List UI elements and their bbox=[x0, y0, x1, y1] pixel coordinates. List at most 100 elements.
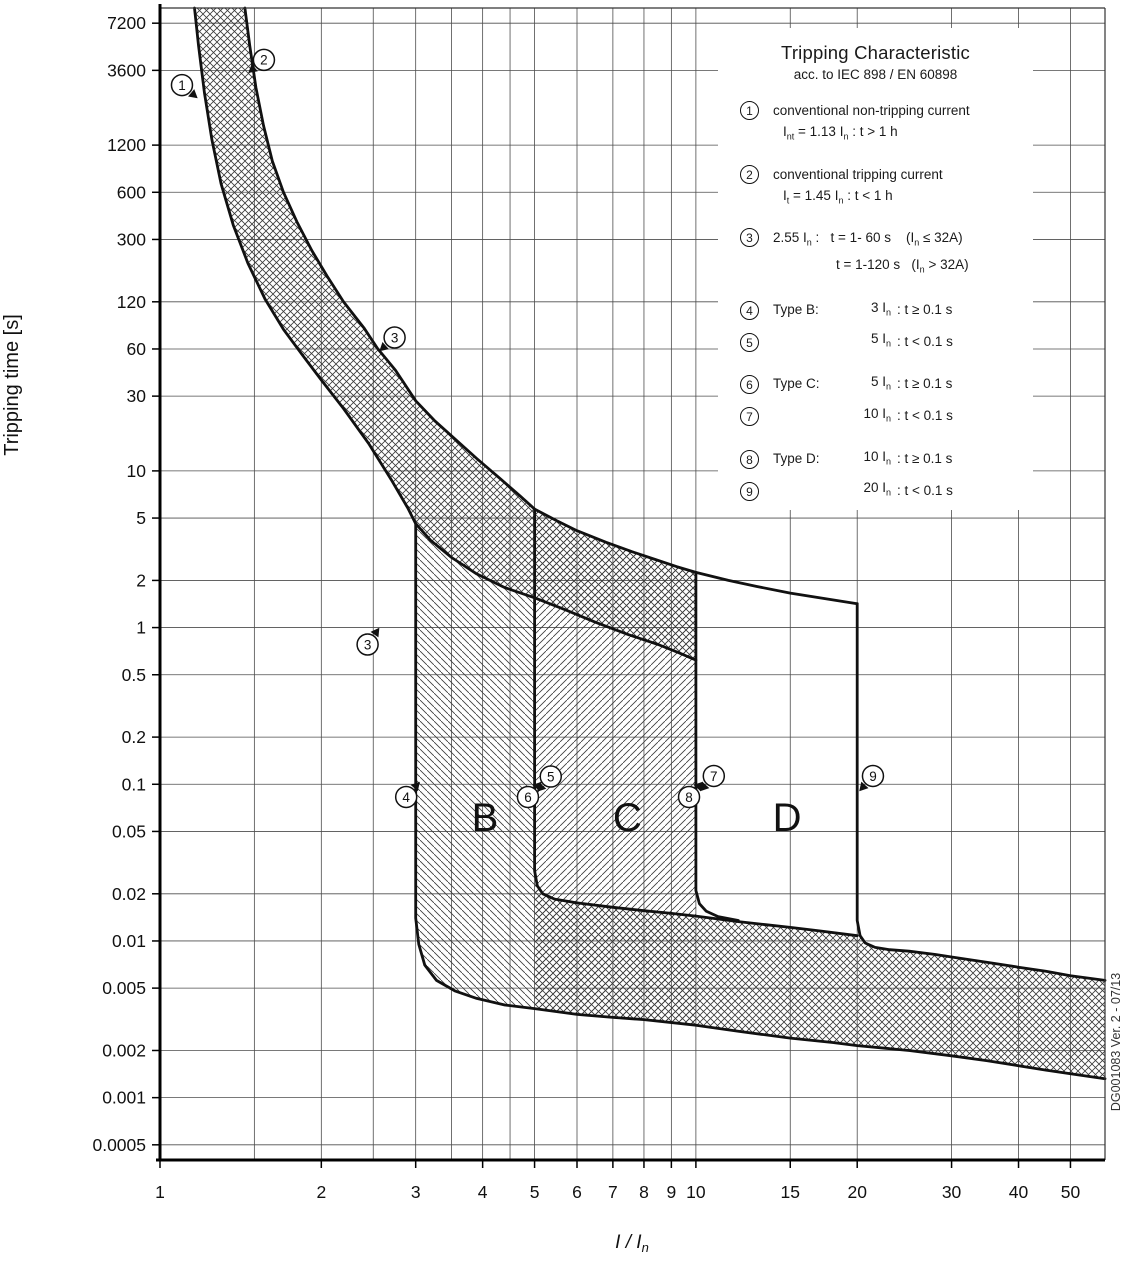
x-tick-40: 40 bbox=[1009, 1182, 1029, 1202]
legend-item-value: 3 In bbox=[870, 299, 891, 318]
legend-item-6: 6 Type C: 5 In: t ≥ 0.1 s bbox=[740, 371, 1033, 398]
region-b-fill bbox=[415, 523, 535, 1009]
marker-pointer-triangle bbox=[188, 89, 198, 99]
legend-item-condition: : t ≥ 0.1 s bbox=[897, 376, 953, 392]
y-tick-0.005: 0.005 bbox=[102, 978, 146, 998]
y-axis-title: Tripping time [s] bbox=[1, 314, 23, 456]
y-tick-0.2: 0.2 bbox=[122, 727, 146, 747]
y-tick-0.1: 0.1 bbox=[122, 774, 146, 794]
x-tick-9: 9 bbox=[667, 1182, 677, 1202]
chart-marker-8: 8 bbox=[677, 781, 703, 809]
x-axis-title: I / In bbox=[615, 1232, 649, 1255]
marker-pointer-triangle bbox=[370, 627, 380, 638]
marker-pointer-triangle bbox=[693, 781, 703, 792]
x-tick-10: 10 bbox=[686, 1182, 706, 1202]
x-tick-2: 2 bbox=[316, 1182, 326, 1202]
chart-subtitle: acc. to IEC 898 / EN 60898 bbox=[793, 67, 958, 82]
legend-item-condition: : t ≥ 0.1 s bbox=[897, 302, 953, 318]
legend-item-text: conventional tripping current It = 1.45 I… bbox=[773, 166, 943, 206]
y-tick-0.02: 0.02 bbox=[112, 884, 146, 904]
legend-item-value: 10 In bbox=[863, 448, 891, 467]
svg-text:5: 5 bbox=[547, 769, 555, 784]
y-tick-3600: 3600 bbox=[107, 60, 146, 80]
legend-item-value: 5 In bbox=[870, 374, 891, 392]
chart-marker-9: 9 bbox=[859, 764, 885, 792]
y-tick-2: 2 bbox=[136, 570, 146, 590]
tick-labels: 7200360012006003001206030105210.50.20.10… bbox=[92, 13, 1080, 1202]
chart-marker-1: 1 bbox=[170, 73, 198, 99]
legend-item-number-circle: 7 bbox=[740, 407, 759, 427]
legend-item-number-circle: 2 bbox=[740, 164, 759, 184]
chart-marker-3: 3 bbox=[356, 627, 380, 656]
svg-text:9: 9 bbox=[869, 769, 877, 784]
curves bbox=[193, 6, 1107, 1081]
y-tick-7200: 7200 bbox=[107, 13, 146, 33]
x-tick-7: 7 bbox=[608, 1182, 618, 1202]
x-tick-20: 20 bbox=[847, 1182, 867, 1202]
x-tick-30: 30 bbox=[942, 1182, 962, 1202]
x-tick-8: 8 bbox=[639, 1182, 649, 1202]
y-tick-600: 600 bbox=[117, 182, 146, 202]
y-tick-120: 120 bbox=[117, 292, 146, 312]
y-tick-0.01: 0.01 bbox=[112, 931, 146, 951]
svg-text:7: 7 bbox=[710, 769, 718, 784]
legend-item-8: 8 Type D: 10 In: t ≥ 0.1 s bbox=[740, 446, 1033, 473]
svg-text:1: 1 bbox=[178, 78, 186, 93]
y-tick-60: 60 bbox=[127, 339, 147, 359]
x-tick-1: 1 bbox=[155, 1182, 165, 1202]
legend-item-value: 10 In bbox=[863, 405, 891, 424]
legend-item-number-circle: 9 bbox=[740, 481, 759, 501]
curve-20in-step bbox=[855, 602, 1107, 982]
chart-markers: 1 2 3 3 4 56 7 8 9 bbox=[170, 48, 885, 809]
x-tick-5: 5 bbox=[530, 1182, 540, 1202]
curve-thermal-fast bbox=[193, 6, 698, 662]
legend-item-2: 2 conventional tripping current It = 1.45 … bbox=[740, 164, 1033, 212]
svg-text:4: 4 bbox=[402, 790, 410, 805]
chart-marker-2: 2 bbox=[248, 48, 276, 74]
chart-marker-7: 7 bbox=[700, 764, 726, 792]
legend-item-value: 20 In bbox=[863, 480, 891, 498]
svg-text:2: 2 bbox=[260, 53, 268, 68]
svg-text:6: 6 bbox=[524, 790, 532, 805]
svg-text:3: 3 bbox=[364, 637, 372, 652]
legend-item-condition: : t < 0.1 s bbox=[897, 333, 953, 349]
chart-marker-6: 6 bbox=[516, 781, 542, 809]
x-tick-15: 15 bbox=[781, 1182, 800, 1202]
legend-item-type-label: Type C: bbox=[773, 376, 820, 392]
marker-pointer-triangle bbox=[248, 63, 258, 74]
svg-text:3: 3 bbox=[391, 330, 399, 345]
legend: Tripping Characteristic acc. to IEC 898 … bbox=[718, 28, 1033, 510]
legend-item-value: 5 In bbox=[870, 331, 891, 350]
legend-item-number-circle: 3 bbox=[740, 228, 759, 248]
document-id-watermark: DG001083 Ver. 2 - 07/13 bbox=[1109, 973, 1123, 1111]
y-tick-0.001: 0.001 bbox=[102, 1088, 146, 1108]
marker-pointer-triangle bbox=[859, 781, 869, 792]
svg-text:8: 8 bbox=[685, 790, 693, 805]
legend-item-text: conventional non-tripping current Int = 1… bbox=[773, 103, 970, 142]
legend-item-5: 5 5 In: t < 0.1 s bbox=[740, 328, 1033, 355]
x-tick-6: 6 bbox=[572, 1182, 582, 1202]
legend-item-4: 4 Type B: 3 In: t ≥ 0.1 s bbox=[740, 297, 1033, 324]
chart-marker-4: 4 bbox=[394, 781, 420, 809]
curve-d-threshold-step bbox=[694, 571, 740, 922]
legend-item-9: 9 20 In : t < 0.1 s bbox=[740, 477, 1033, 504]
region-label-B: B bbox=[472, 796, 499, 840]
legend-item-condition: : t < 0.1 s bbox=[897, 482, 953, 498]
marker-pointer-triangle bbox=[700, 781, 710, 792]
legend-item-number-circle: 1 bbox=[740, 101, 759, 120]
legend-item-condition: : t ≥ 0.1 s bbox=[897, 450, 953, 466]
marker-pointer-triangle bbox=[379, 341, 389, 352]
chart-marker-3: 3 bbox=[379, 326, 406, 352]
marker-pointer-triangle bbox=[532, 781, 542, 792]
y-tick-0.05: 0.05 bbox=[112, 821, 146, 841]
y-tick-30: 30 bbox=[127, 386, 147, 406]
y-tick-0.0005: 0.0005 bbox=[92, 1135, 146, 1155]
legend-item-type-label: Type D: bbox=[773, 450, 820, 466]
y-tick-1200: 1200 bbox=[107, 135, 146, 155]
region-label-D: D bbox=[773, 796, 802, 840]
legend-item-7: 7 10 In: t < 0.1 s bbox=[740, 403, 1033, 430]
marker-pointer-triangle bbox=[410, 781, 420, 792]
curve-b-threshold-and-lower-limit bbox=[414, 522, 1107, 1081]
region-c-fill bbox=[534, 509, 696, 1026]
